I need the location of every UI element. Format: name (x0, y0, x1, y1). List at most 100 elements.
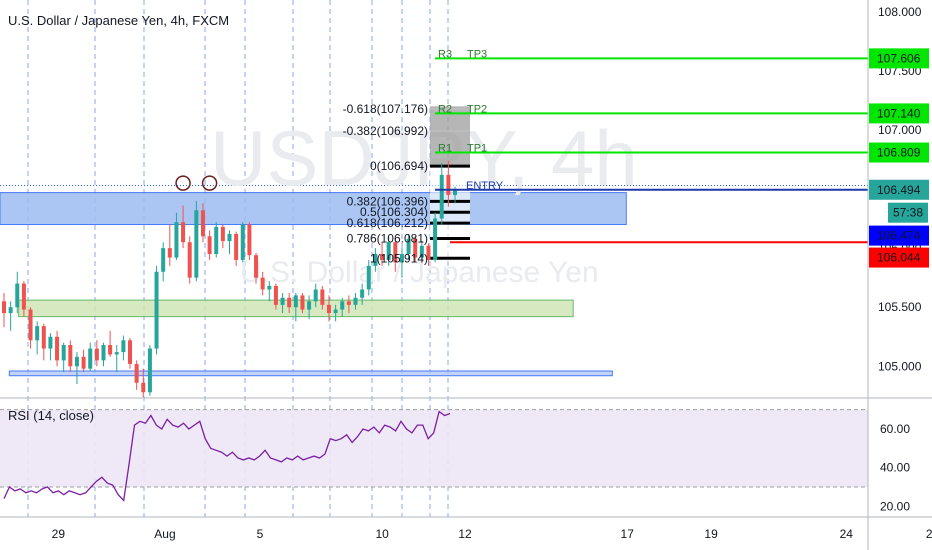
candle-body (439, 174, 444, 219)
candle-body (267, 285, 272, 290)
watermark-symbol: USDJPY, 4h (210, 114, 638, 202)
rsi-axis: 60.00 40.00 20.00 (880, 422, 910, 513)
candle-body (214, 226, 219, 255)
candle-body (94, 348, 99, 361)
rsi-pane (0, 409, 868, 502)
candle-body (254, 255, 259, 278)
price-labels: 107.606 107.140 106.809 106.494 57:38 106.474… (869, 48, 929, 268)
candle-body (300, 295, 305, 310)
candle-body (326, 304, 331, 314)
time-axis: 29 Aug 5 10 12 17 19 24 2 (52, 527, 932, 541)
watermark-name: U.S. Dollar / Japanese Yen (240, 256, 599, 289)
candle-body (48, 336, 53, 349)
price-label-box (869, 179, 929, 200)
candle-body (128, 340, 133, 364)
rsi-tick: 40.00 (880, 461, 910, 475)
price-tick: 105.000 (878, 359, 922, 373)
peak-circle (175, 175, 191, 191)
candle-body (194, 210, 199, 278)
price-tick: 105.500 (878, 300, 922, 314)
candle-body (413, 238, 418, 258)
candle-body (340, 301, 345, 310)
fib-label: 0.5(106.304) (360, 205, 428, 219)
price-label-text: 106.809 (877, 146, 921, 160)
rsi-band (0, 409, 868, 487)
candle-body (55, 336, 60, 361)
candle-body (61, 345, 66, 361)
price-label-text: 107.140 (877, 106, 921, 120)
time-tick: 17 (621, 527, 635, 541)
candle-body (393, 242, 398, 263)
candle-body (433, 218, 438, 260)
level-tag: TP2 (467, 103, 487, 115)
rsi-line (3, 410, 451, 502)
candle-body (181, 222, 186, 243)
candle-body (28, 309, 33, 341)
candle-body (15, 283, 20, 308)
rsi-tick: 20.00 (880, 499, 910, 513)
candle-body (240, 224, 245, 260)
candle-body (21, 283, 26, 310)
candle-body (234, 233, 239, 260)
price-label-text: 106.044 (877, 251, 921, 265)
candle-body (320, 289, 325, 305)
time-tick: 5 (257, 527, 264, 541)
price-label-box (869, 225, 929, 246)
rsi-label: RSI (14, close) (8, 408, 94, 423)
zone (0, 192, 627, 225)
time-tick: 29 (52, 527, 66, 541)
fib-label: 0(106.694) (370, 159, 428, 173)
candle-body (161, 248, 166, 272)
fib-upper-zone (430, 106, 470, 167)
candle-body (101, 345, 106, 361)
candle-body (147, 348, 152, 393)
candle-body (399, 254, 404, 263)
price-label-box (869, 48, 929, 69)
watermark: USDJPY, 4h U.S. Dollar / Japanese Yen (210, 114, 638, 289)
candle-body (8, 307, 13, 314)
fib-label: -0.618(107.176) (343, 102, 428, 116)
zone (8, 370, 613, 377)
time-tick: 2 (926, 527, 932, 541)
fib-label: 1(105.914) (370, 251, 428, 265)
time-tick: 10 (375, 527, 389, 541)
candle-body (200, 210, 205, 237)
candle-body (220, 226, 225, 242)
candle-body (167, 248, 172, 258)
candle-body (373, 254, 378, 266)
candle-body (68, 345, 73, 367)
candle-body (426, 245, 431, 260)
candle-body (227, 233, 232, 242)
level-tag: TP1 (467, 143, 487, 155)
price-label-text: 106.494 (877, 183, 921, 197)
rsi-tick: 60.00 (880, 422, 910, 436)
candle-body (419, 245, 424, 258)
price-label-text: 57:38 (893, 206, 923, 220)
candle-body (453, 190, 457, 195)
candle-body (74, 356, 79, 367)
candle-body (333, 309, 338, 314)
time-tick: 19 (704, 527, 718, 541)
candle-body (406, 238, 411, 255)
candle-body (280, 297, 285, 305)
candle-body (247, 224, 252, 256)
time-tick: 24 (840, 527, 854, 541)
level-tag: TP3 (467, 48, 487, 60)
candle-body (313, 289, 318, 302)
candle-body (174, 222, 179, 258)
fib-labels: -0.618(107.176) -0.382(106.992) 0(106.694)… (343, 102, 428, 265)
price-tick: 108.000 (878, 5, 922, 19)
candle-body (273, 285, 278, 305)
price-label-box (888, 202, 928, 223)
level-tag: ENTRY (466, 180, 504, 192)
candle-body (134, 363, 139, 383)
candle-body (41, 326, 46, 349)
candle-body (366, 265, 371, 290)
candle-body (207, 236, 212, 255)
level-label: R2 (438, 103, 452, 115)
candle-body (81, 356, 86, 369)
level-label: R1 (438, 143, 452, 155)
candle-body (353, 297, 358, 305)
candle-body (287, 297, 292, 308)
